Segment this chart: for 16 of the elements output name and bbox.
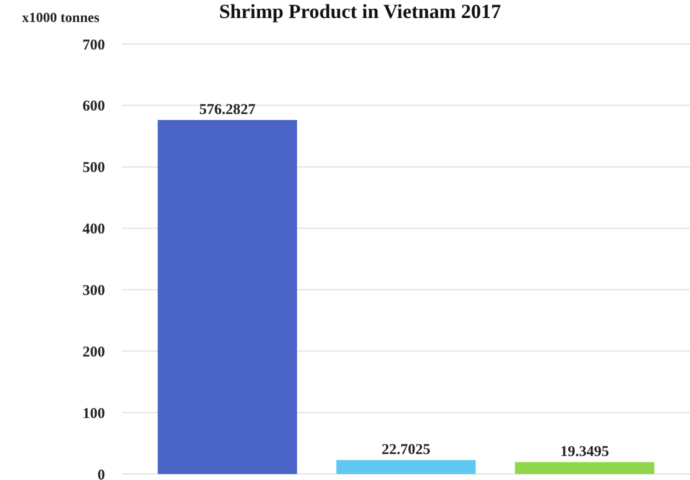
data-label: 19.3495 (560, 444, 609, 460)
y-tick-label: 0 (98, 467, 105, 480)
y-tick-label: 500 (82, 160, 105, 176)
y-tick-label: 400 (82, 222, 105, 238)
bar (336, 460, 476, 474)
bar (514, 462, 654, 474)
y-tick-label: 200 (82, 344, 105, 360)
y-axis-title: x1000 tonnes (22, 11, 100, 26)
y-tick-label: 300 (82, 282, 105, 299)
y-tick-label: 100 (82, 406, 105, 422)
bar (158, 120, 298, 474)
chart-title: Shrimp Product in Vietnam 2017 (219, 1, 501, 23)
data-label: 576.2827 (199, 102, 256, 118)
data-label: 22.7025 (382, 442, 430, 458)
y-tick-label: 700 (82, 37, 105, 54)
y-tick-label: 600 (82, 98, 105, 115)
